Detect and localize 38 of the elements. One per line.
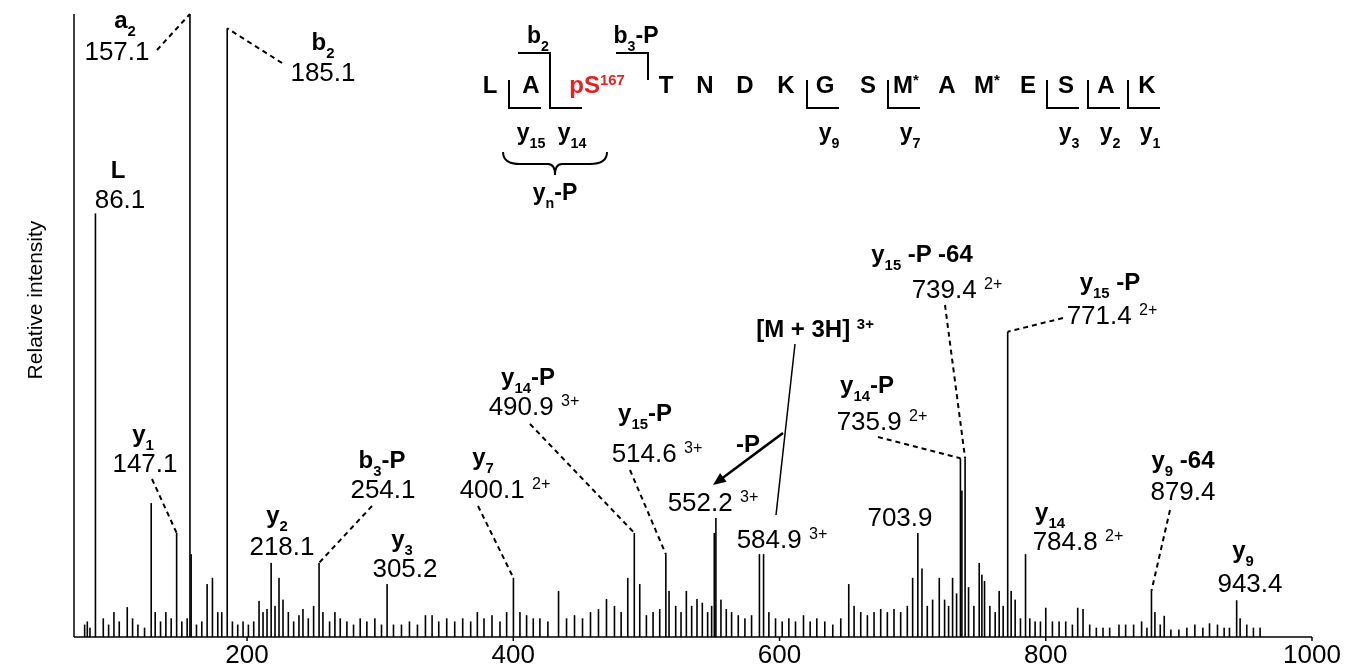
annotation: a$_{2}$ 157.1 <box>84 6 150 66</box>
annotation: y$_{14}$ 784.8 $^{2+}$ <box>1032 498 1124 556</box>
annotation: [M + 3H] $^{3+}$ <box>756 315 875 342</box>
annotation: y$_{7}$ <box>899 119 921 151</box>
x-tick-label: 200 <box>225 639 269 669</box>
y-axis-title: Relative intensity <box>23 220 46 380</box>
annotation: b$_{3}$-P 254.1 <box>350 446 416 504</box>
annotation: y$_{1}$ <box>1139 119 1161 151</box>
x-tick-label: 800 <box>1024 639 1068 669</box>
annotation: L 86.1 <box>94 156 146 214</box>
x-tick-label: 1000 <box>1283 639 1341 669</box>
annotation: b$_{3}$-P <box>613 22 659 54</box>
annotation: y$_{15}$ <box>516 119 546 151</box>
annotation: b$_{2}$ 185.1 <box>290 28 356 87</box>
annotation: b$_{2}$ <box>527 22 550 54</box>
annotation: y$_{14}$-P 735.9 $^{2+}$ <box>836 371 928 436</box>
annotation: y$_{9}$ 943.4 <box>1217 536 1283 598</box>
annotation: y$_{15}$ -P -64 739.4 $^{2+}$ <box>871 240 1003 304</box>
annotation: y$_{14}$-P 490.9 $^{3+}$ <box>488 363 580 421</box>
annotation: y$_{9}$ <box>818 119 840 151</box>
text: L A pS$^{167}$ T N D K G S M$^{*}$ A M$^{*}$ E S A K <box>482 71 1156 98</box>
x-tick-label: 400 <box>491 639 535 669</box>
annotation: y$_{15}$ -P 771.4 $^{2+}$ <box>1066 268 1158 330</box>
x-tick-label: 600 <box>757 639 802 669</box>
annotation: y$_{15}$-P 514.6 $^{3+}$ <box>611 399 703 468</box>
annotation: y$_{2}$ <box>1099 119 1121 151</box>
annotation: y$_{7}$ 400.1 $^{2+}$ <box>459 443 551 504</box>
annotation: y$_{n}$-P <box>532 179 578 211</box>
annotation: y$_{3}$ <box>1058 119 1080 151</box>
annotation: y$_{3}$ 305.2 <box>372 525 438 583</box>
annotation: y$_{9}$ -64 879.4 <box>1150 446 1216 506</box>
annotation: 584.9 $^{3+}$ <box>736 524 828 554</box>
annotation: y$_{14}$ <box>557 119 587 151</box>
annotation: 552.2 $^{3+}$ <box>667 487 759 517</box>
annotation: y$_{1}$ 147.1 <box>112 420 178 478</box>
annotation: y$_{2}$ 218.1 <box>249 501 315 561</box>
annotation: 703.9 <box>867 502 933 532</box>
annotation: -P <box>736 430 760 457</box>
